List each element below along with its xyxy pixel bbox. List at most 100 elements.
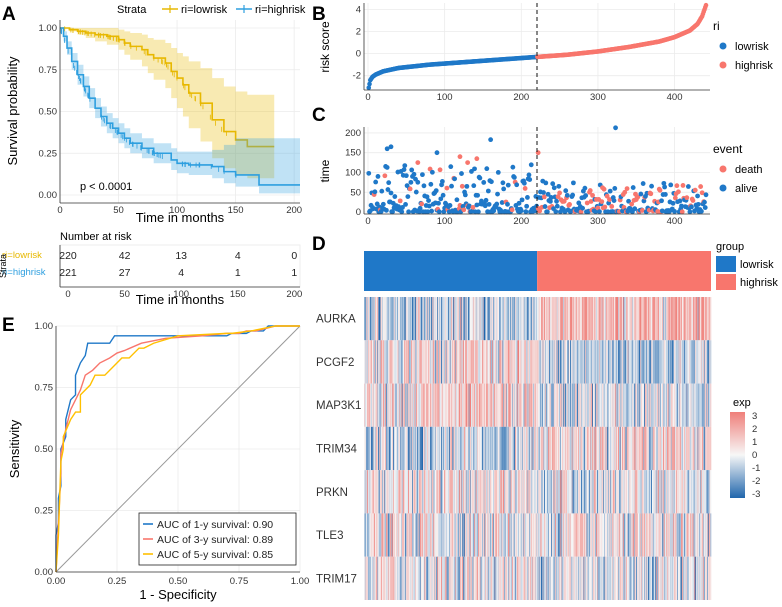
- heatmap-cell: [604, 513, 606, 557]
- heatmap-cell: [397, 297, 399, 341]
- heatmap-cell: [478, 383, 481, 427]
- heatmap-cell: [387, 340, 389, 384]
- survival-time-point: [537, 208, 543, 214]
- heatmap-cell: [590, 297, 592, 341]
- heatmap-cell: [413, 340, 415, 384]
- heatmap-cell: [375, 513, 377, 557]
- heatmap-cell: [412, 426, 414, 471]
- heatmap-cell: [638, 383, 640, 427]
- heatmap-cell: [593, 470, 595, 514]
- heatmap-cell: [662, 470, 664, 514]
- heatmap-cell: [677, 556, 680, 600]
- heatmap-cell: [379, 426, 381, 471]
- heatmap-cell: [575, 297, 577, 341]
- heatmap-cell: [403, 383, 405, 427]
- heatmap-cell: [568, 470, 570, 514]
- heatmap-cell: [524, 426, 526, 471]
- heatmap-cell: [641, 470, 643, 514]
- heatmap-cell: [418, 340, 420, 384]
- heatmap-cell: [603, 297, 606, 341]
- heatmap-cell: [461, 297, 463, 341]
- heatmap-colorbar-tick-label: 0: [752, 450, 757, 461]
- heatmap-cell: [465, 297, 467, 341]
- heatmap-cell: [677, 556, 679, 600]
- heatmap-cell: [423, 513, 425, 557]
- heatmap-cell: [563, 383, 565, 427]
- heatmap-cell: [454, 513, 456, 557]
- heatmap-cell: [703, 383, 706, 427]
- heatmap-cell: [703, 297, 706, 341]
- heatmap-cell: [378, 556, 380, 600]
- heatmap-cell: [377, 556, 379, 600]
- heatmap-cell: [421, 426, 423, 471]
- heatmap-cell: [402, 556, 404, 600]
- heatmap-cell: [522, 470, 525, 514]
- heatmap-cell: [486, 470, 488, 514]
- heatmap-cell: [696, 383, 698, 427]
- heatmap-cell: [656, 297, 658, 341]
- heatmap-cell: [380, 383, 382, 427]
- heatmap-cell: [405, 513, 407, 557]
- heatmap-cell: [544, 513, 546, 557]
- survival-time-point: [384, 165, 390, 170]
- heatmap-cell: [409, 513, 411, 557]
- heatmap-cell: [522, 426, 525, 471]
- heatmap-cell: [645, 470, 647, 514]
- heatmap-cell: [498, 426, 500, 471]
- risk-table-cell: 0: [291, 250, 297, 262]
- heatmap-cell: [425, 340, 427, 384]
- heatmap-cell: [394, 470, 396, 514]
- heatmap-cell: [495, 556, 497, 600]
- heatmap-cell: [659, 297, 661, 341]
- heatmap-cell: [400, 556, 403, 600]
- heatmap-cell: [515, 297, 517, 341]
- survival-time-point: [375, 174, 381, 179]
- heatmap-cell: [533, 340, 536, 384]
- heatmap-cell: [481, 556, 483, 600]
- heatmap-cell: [640, 470, 643, 514]
- heatmap-cell: [548, 383, 551, 427]
- heatmap-cell: [669, 340, 671, 384]
- heatmap-cell: [475, 297, 477, 341]
- heatmap-cell: [584, 470, 586, 514]
- heatmap-cell: [554, 297, 556, 341]
- survival-time-y-tick-label: 100: [345, 167, 361, 178]
- heatmap-cell: [431, 297, 433, 341]
- heatmap-cell: [394, 513, 396, 557]
- heatmap-cell: [526, 340, 529, 384]
- heatmap-cell: [648, 340, 650, 384]
- heatmap-cell: [654, 556, 656, 600]
- heatmap-cell: [468, 426, 470, 471]
- heatmap-cell: [637, 470, 639, 514]
- heatmap-cell: [482, 340, 484, 384]
- heatmap-cell: [508, 426, 510, 471]
- heatmap-cell: [389, 556, 392, 600]
- heatmap-cell: [603, 470, 605, 514]
- heatmap-cell: [430, 383, 433, 427]
- heatmap-cell: [643, 383, 645, 427]
- heatmap-cell: [460, 513, 462, 557]
- heatmap-cell: [703, 470, 705, 514]
- heatmap-cell: [464, 513, 466, 557]
- survival-time-point: [670, 200, 676, 206]
- survival-time-point: [420, 172, 425, 178]
- heatmap-cell: [537, 470, 539, 514]
- heatmap-cell: [465, 470, 467, 514]
- heatmap-cell: [559, 383, 562, 427]
- heatmap-cell: [380, 297, 382, 341]
- heatmap-cell: [495, 426, 497, 471]
- heatmap-cell: [608, 426, 610, 471]
- heatmap-cell: [671, 383, 673, 427]
- heatmap-cell: [681, 470, 684, 514]
- heatmap-cell: [504, 340, 506, 384]
- heatmap-cell: [448, 556, 450, 600]
- heatmap-cell: [526, 383, 529, 427]
- heatmap-cell: [405, 470, 407, 514]
- heatmap-cell: [618, 340, 621, 384]
- heatmap-cell: [468, 297, 470, 341]
- heatmap-cell: [530, 556, 532, 600]
- heatmap-cell: [670, 383, 673, 427]
- heatmap-cell: [399, 556, 401, 600]
- heatmap-cell: [452, 297, 455, 341]
